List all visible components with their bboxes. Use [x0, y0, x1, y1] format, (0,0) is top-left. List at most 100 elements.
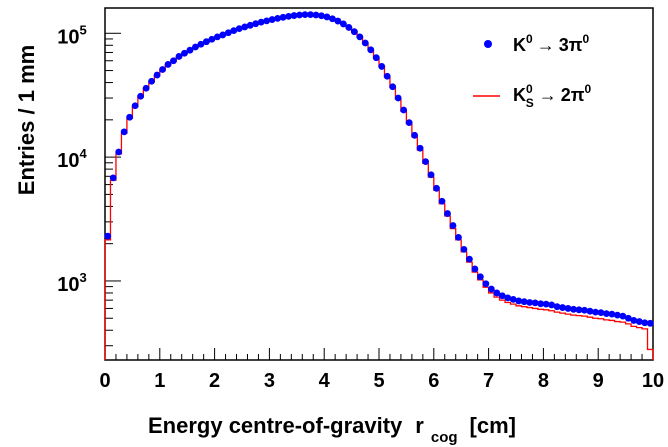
data-point: [400, 106, 408, 114]
data-point: [608, 310, 616, 318]
data-point: [460, 245, 468, 253]
data-point: [361, 39, 369, 47]
x-tick-label: 4: [319, 370, 331, 392]
data-point: [411, 131, 419, 139]
data-point: [208, 35, 216, 43]
data-point: [307, 11, 314, 19]
data-point: [471, 265, 479, 273]
data-point: [564, 305, 572, 312]
x-tick-label: 9: [593, 370, 604, 392]
data-point: [378, 63, 386, 70]
data-point: [405, 119, 413, 126]
data-point: [537, 300, 545, 308]
data-point: [476, 273, 484, 281]
data-point: [159, 66, 166, 73]
data-point: [416, 144, 424, 152]
data-point: [115, 148, 123, 156]
legend-label-ks-2pi0: K0 S → 2π0: [513, 82, 592, 110]
data-point: [290, 12, 298, 19]
data-point: [318, 12, 325, 20]
data-point: [372, 54, 380, 62]
data-point: [619, 312, 627, 320]
data-point: [520, 298, 528, 306]
y-tick-labels: 103 104 105: [57, 22, 87, 296]
data-point: [181, 49, 188, 57]
data-point: [334, 17, 342, 25]
x-tick-label: 2: [209, 370, 220, 392]
x-axis-label: Energy centre-of-gravity r cog [cm]: [148, 413, 516, 446]
data-point: [493, 289, 501, 297]
data-point: [142, 84, 150, 92]
data-point: [301, 11, 309, 19]
data-point: [548, 301, 556, 309]
legend-label-k0-3pi0: K0 → 3π0: [513, 32, 589, 55]
x-tick-label: 7: [483, 370, 494, 392]
y-tick-label: 103: [57, 270, 86, 296]
data-point: [339, 20, 347, 28]
data-point: [241, 23, 249, 31]
data-point: [482, 280, 490, 288]
x-axis-label-var: r: [415, 413, 424, 438]
data-point: [630, 317, 638, 324]
x-tick-label: 1: [154, 370, 165, 392]
data-point: [449, 222, 457, 229]
data-point: [104, 232, 112, 240]
data-point: [137, 92, 145, 100]
data-point: [498, 292, 506, 300]
data-point: [296, 11, 303, 19]
data-point: [427, 171, 435, 179]
legend: K0 → 3π0 K0 S → 2π0: [473, 32, 592, 110]
data-point: [350, 28, 358, 36]
x-tick-label: 0: [99, 370, 110, 392]
data-point: [515, 297, 523, 305]
data-point: [526, 299, 534, 306]
data-point: [509, 295, 517, 303]
data-point: [279, 13, 287, 21]
data-point: [120, 128, 128, 136]
data-point: [635, 318, 643, 325]
data-point: [285, 12, 292, 20]
data-point: [613, 311, 621, 319]
data-point: [531, 299, 539, 307]
y-axis-ticks: [105, 32, 121, 347]
data-point: [641, 319, 649, 327]
x-axis-label-unit: [cm]: [470, 413, 516, 438]
data-point: [148, 77, 155, 85]
data-point: [274, 14, 282, 22]
data-point: [553, 303, 561, 311]
series-k0-to-3pi0: [104, 11, 654, 327]
data-point: [597, 309, 605, 317]
data-point: [246, 21, 254, 29]
x-tick-label: 3: [264, 370, 275, 392]
data-point: [603, 310, 610, 318]
data-point: [197, 40, 205, 48]
x-tick-labels: 0 1 2 3 4 5 6 7 8 9 10: [99, 370, 664, 392]
data-point: [356, 33, 364, 41]
legend-marker-blue: [484, 40, 492, 48]
data-point: [252, 20, 260, 28]
x-axis-label-text: Energy centre-of-gravity: [148, 413, 403, 438]
data-point: [175, 53, 183, 60]
data-point: [559, 304, 566, 311]
x-axis-label-sub: cog: [431, 429, 458, 446]
x-tick-label: 8: [538, 370, 549, 392]
data-point: [257, 18, 265, 26]
y-axis-label: Entries / 1 mm: [14, 45, 39, 195]
data-point: [224, 29, 232, 37]
data-point: [383, 72, 391, 80]
data-point: [592, 308, 599, 316]
data-point: [164, 61, 172, 68]
data-point: [345, 24, 353, 31]
data-point: [126, 113, 134, 121]
x-tick-label: 5: [373, 370, 384, 392]
data-point: [230, 27, 238, 35]
data-point: [455, 233, 462, 241]
data-point: [394, 94, 402, 102]
data-point: [263, 17, 271, 25]
data-point: [570, 305, 577, 313]
data-point: [422, 158, 429, 166]
y-tick-label: 105: [57, 22, 86, 48]
data-point: [219, 31, 227, 39]
data-point: [323, 13, 331, 21]
